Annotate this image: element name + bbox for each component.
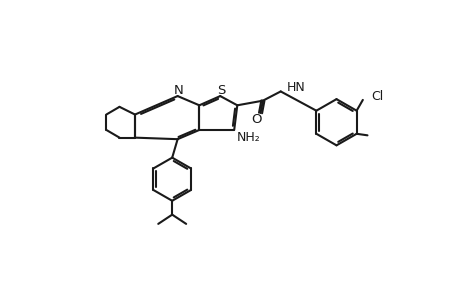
Text: N: N [173,84,183,97]
Text: NH₂: NH₂ [236,131,259,144]
Text: HN: HN [286,81,305,94]
Text: Cl: Cl [370,90,383,103]
Text: O: O [251,113,261,126]
Text: S: S [216,84,225,97]
